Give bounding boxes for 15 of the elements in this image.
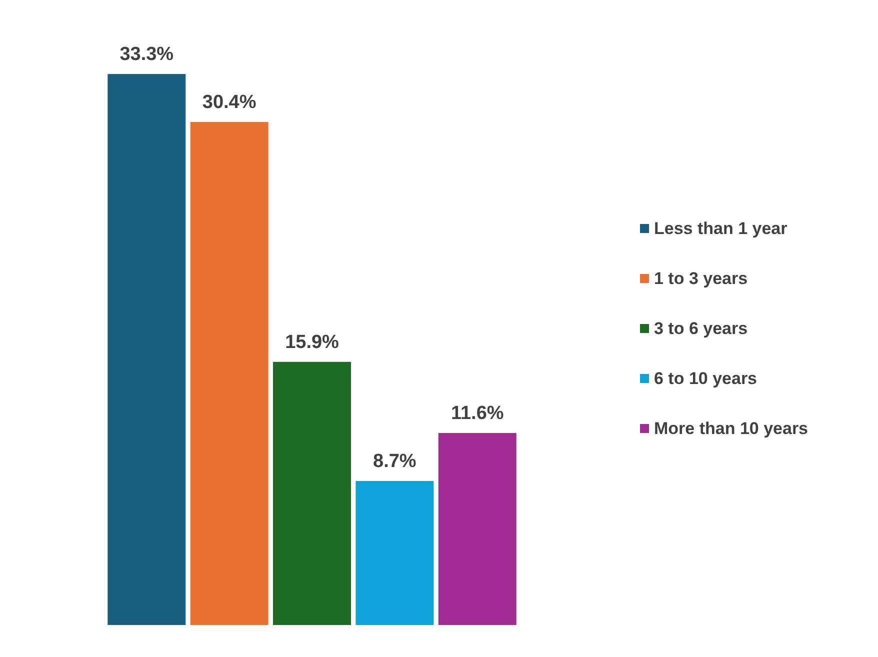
bar	[190, 122, 268, 625]
legend-label: More than 10 years	[654, 419, 808, 438]
data-label: 30.4%	[202, 92, 256, 113]
bar	[356, 481, 434, 625]
legend-label: 3 to 6 years	[654, 319, 748, 338]
bar	[108, 74, 186, 625]
legend-label: 6 to 10 years	[654, 369, 758, 388]
data-label: 33.3%	[120, 44, 174, 65]
data-label: 8.7%	[373, 451, 416, 472]
bar	[273, 362, 351, 625]
legend-label: 1 to 3 years	[654, 269, 748, 288]
bar	[438, 433, 516, 625]
data-label: 11.6%	[450, 403, 504, 424]
data-label: 15.9%	[285, 332, 340, 353]
legend-label: Less than 1 year	[654, 219, 788, 238]
